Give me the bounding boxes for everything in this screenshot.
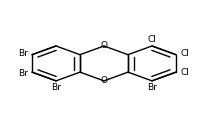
Text: O: O xyxy=(100,41,108,50)
Text: Cl: Cl xyxy=(147,35,156,44)
Text: O: O xyxy=(100,76,108,85)
Text: Br: Br xyxy=(18,69,27,78)
Text: Cl: Cl xyxy=(181,69,189,77)
Text: Br: Br xyxy=(51,83,61,92)
Text: Br: Br xyxy=(18,49,27,58)
Text: Cl: Cl xyxy=(181,49,189,58)
Text: Br: Br xyxy=(147,83,157,92)
